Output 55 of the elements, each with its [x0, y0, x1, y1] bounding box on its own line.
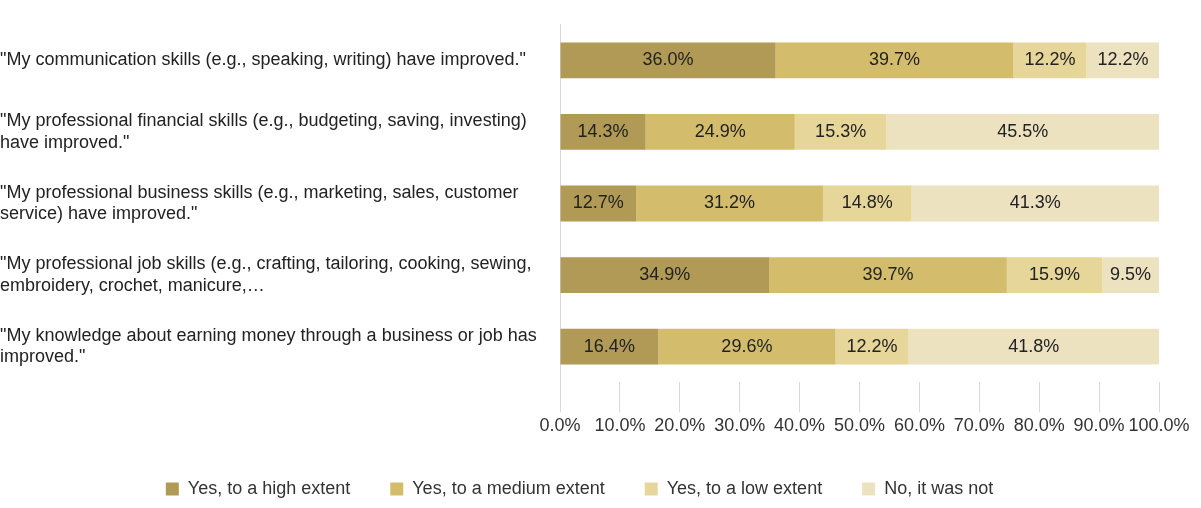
x-tick-label: 60.0% [893, 415, 945, 436]
legend-label: No, it was not [884, 477, 994, 498]
x-tick-label: 50.0% [833, 415, 886, 436]
data-label: 12.7% [572, 192, 624, 213]
bar [886, 114, 1159, 150]
bar [911, 185, 1159, 222]
data-label: 14.3% [577, 120, 629, 141]
bar [645, 114, 795, 150]
x-tick-label: 90.0% [1073, 415, 1125, 436]
bar [769, 257, 1007, 293]
data-label: 29.6% [721, 335, 773, 356]
y-tick-label: "My communication skills (e.g., speaking, writing) have improved." [0, 49, 526, 70]
bar [1013, 42, 1087, 79]
data-label: 36.0% [642, 49, 694, 70]
data-label: 12.2% [846, 335, 898, 356]
data-label: 16.4% [583, 335, 635, 356]
y-tick-label: "My professional business skills (e.g., marketing, sales, customer service) have improved." [0, 181, 519, 224]
x-tick-label: 70.0% [953, 415, 1005, 436]
y-tick-label: "My professional financial skills (e.g., budgeting, saving, investing) have improved." [0, 110, 527, 152]
bar [794, 114, 887, 150]
data-label: 41.8% [1008, 335, 1060, 356]
data-label: 41.3% [1009, 192, 1061, 213]
bar [560, 42, 776, 79]
x-tick-label: 30.0% [714, 415, 766, 436]
x-tick-label: 80.0% [1013, 415, 1065, 436]
bar [658, 328, 836, 365]
x-tick-label: 0.0% [539, 415, 581, 436]
bar [636, 185, 823, 222]
data-label: 45.5% [997, 120, 1049, 141]
data-label: 39.7% [862, 264, 914, 285]
data-label: 12.2% [1024, 49, 1076, 70]
data-label: 31.2% [703, 192, 756, 213]
x-tick-label: 100.0% [1128, 415, 1190, 436]
data-label: 12.2% [1097, 49, 1149, 70]
y-tick-label: "My knowledge about earning money through a business or job has improved." [0, 324, 537, 367]
data-label: 39.7% [869, 49, 921, 70]
x-tick-label: 20.0% [654, 415, 706, 436]
data-label: 9.5% [1110, 264, 1152, 285]
x-tick-label: 10.0% [594, 415, 646, 436]
data-label: 15.9% [1028, 264, 1080, 285]
bar [908, 328, 1159, 365]
bar [1006, 257, 1103, 293]
data-label: 14.8% [841, 192, 893, 213]
bar [560, 328, 659, 365]
y-tick-label: "My professional job skills (e.g., crafting, tailoring, cooking, sewing, embroidery, crochet, manicure,… [0, 253, 532, 295]
x-tick-label: 40.0% [774, 415, 826, 436]
data-label: 15.3% [815, 120, 867, 141]
data-label: 34.9% [639, 264, 691, 285]
legend-label: Yes, to a medium extent [412, 477, 605, 498]
legend-label: Yes, to a low extent [666, 477, 823, 498]
bar [560, 114, 646, 150]
bar [775, 42, 1014, 79]
bar [560, 257, 770, 293]
legend-label: Yes, to a high extent [187, 477, 351, 498]
data-label: 24.9% [694, 120, 746, 141]
